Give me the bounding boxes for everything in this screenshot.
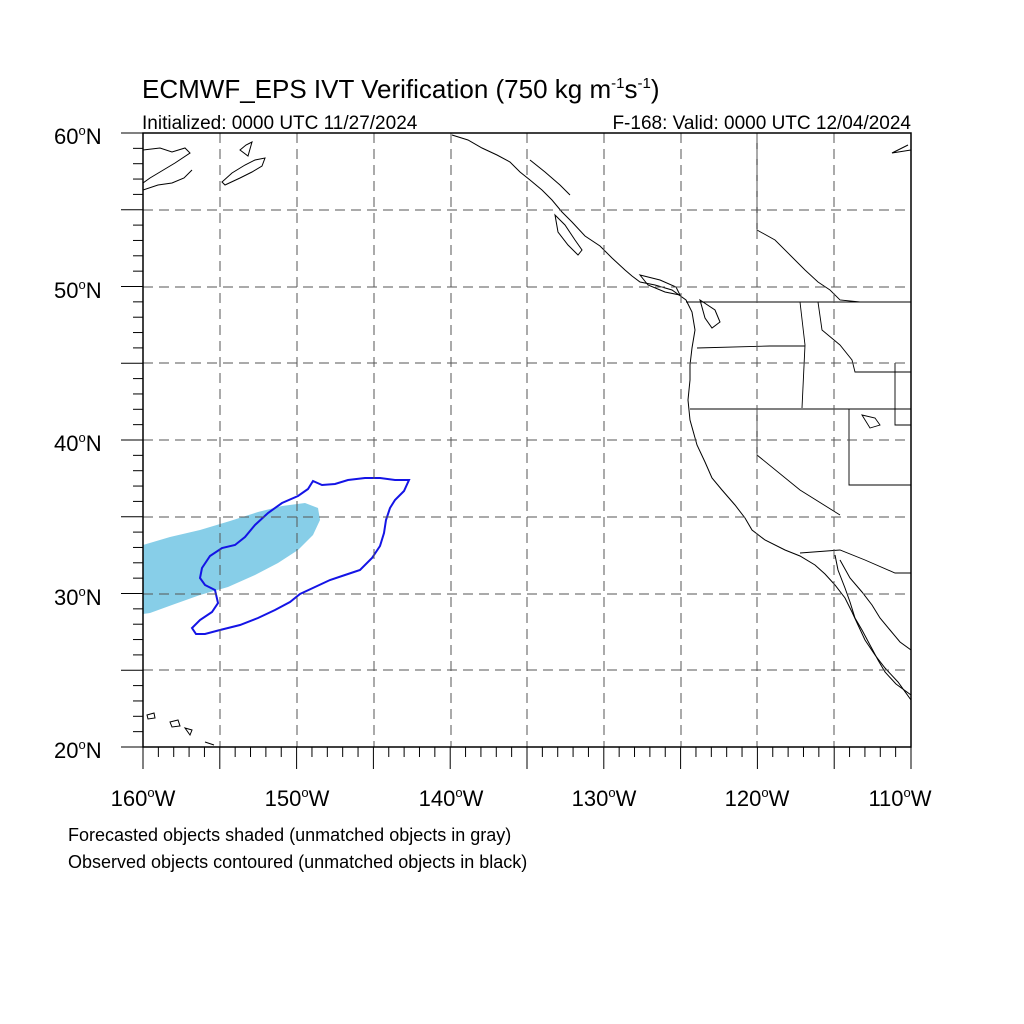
lon-label-120: 120oW: [725, 785, 790, 811]
graticule: [143, 133, 911, 747]
lat-label-40: 40oN: [54, 430, 102, 456]
initialized-label: Initialized: 0000 UTC 11/27/2024: [142, 113, 418, 134]
caption-observed: Observed objects contoured (unmatched ob…: [68, 852, 528, 872]
lat-label-20: 20oN: [54, 737, 102, 763]
lat-label-60: 60oN: [54, 123, 102, 149]
lon-label-110: 110oW: [868, 785, 931, 811]
observed-object-contour: [190, 477, 411, 635]
valid-label: F-168: Valid: 0000 UTC 12/04/2024: [612, 113, 911, 134]
longitude-labels: 160oW 150oW 140oW 130oW 120oW 110oW: [111, 785, 932, 811]
lat-label-30: 30oN: [54, 584, 102, 610]
caption-forecast: Forecasted objects shaded (unmatched obj…: [68, 825, 512, 845]
forecast-object: [143, 503, 320, 614]
axis-ticks: [121, 132, 912, 769]
coastlines: [143, 134, 911, 746]
lon-label-150: 150oW: [265, 785, 330, 811]
latitude-labels: 60oN 50oN 40oN 30oN 20oN: [54, 123, 102, 763]
figure-title: ECMWF_EPS IVT Verification (750 kg m-1s-…: [142, 74, 659, 104]
map-area: [143, 133, 911, 747]
lon-label-140: 140oW: [419, 785, 484, 811]
lon-label-160: 160oW: [111, 785, 176, 811]
lon-label-130: 130oW: [572, 785, 637, 811]
lat-label-50: 50oN: [54, 277, 102, 303]
